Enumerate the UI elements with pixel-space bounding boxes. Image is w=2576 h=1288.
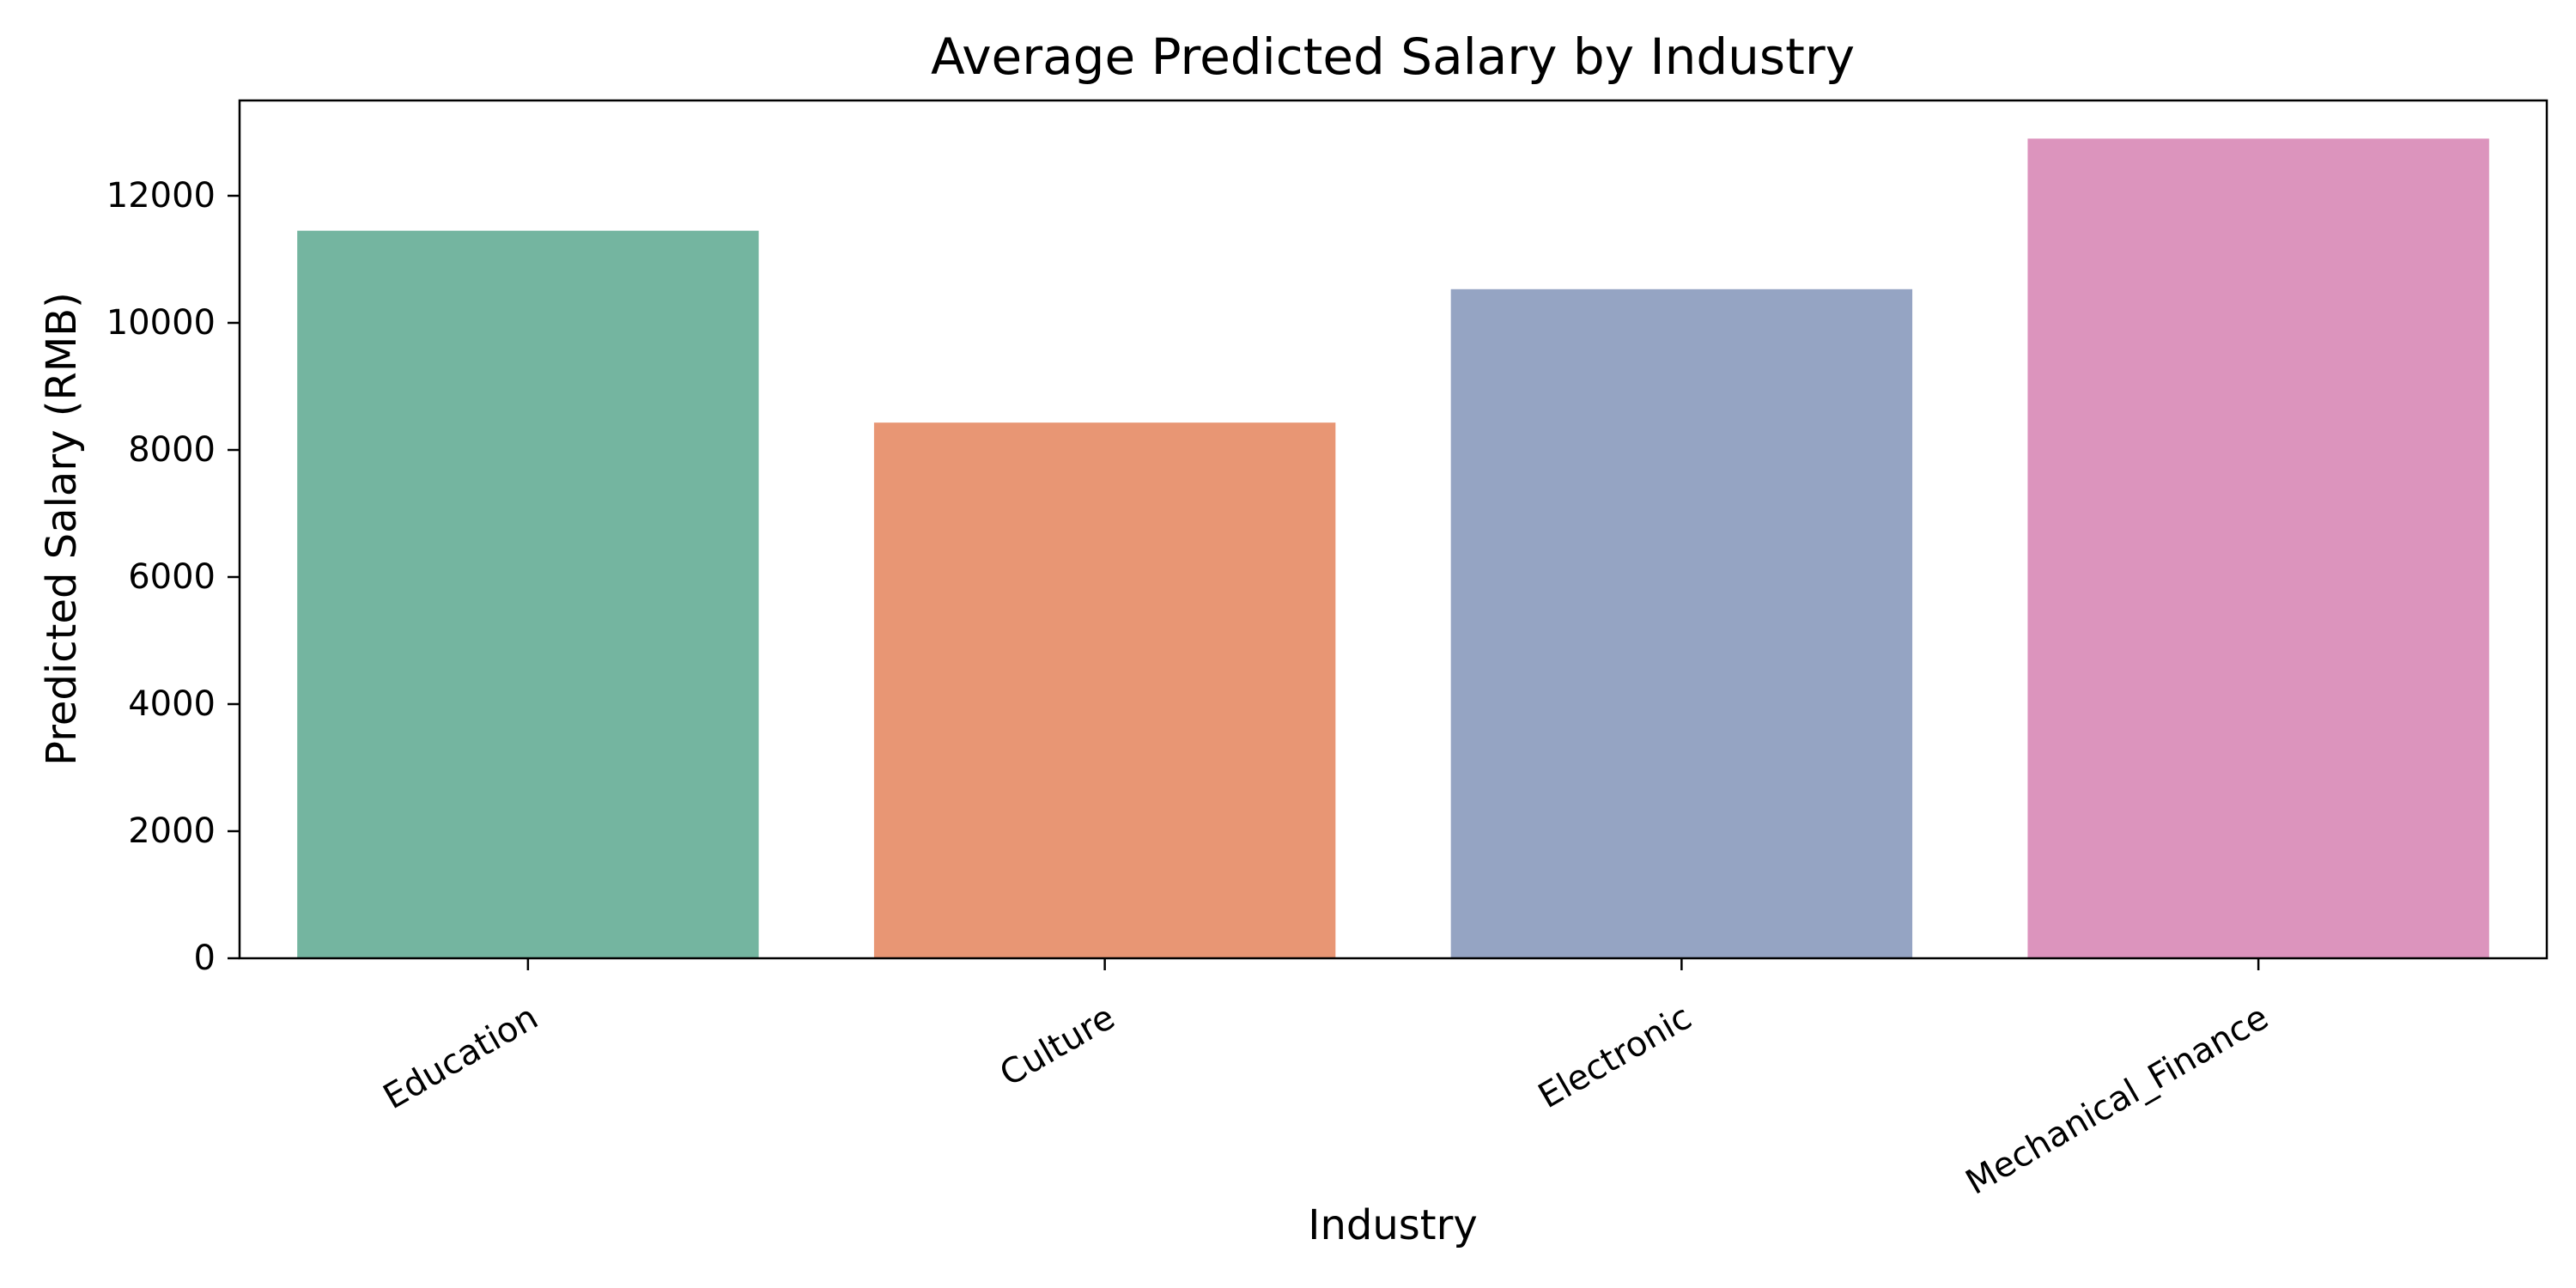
- y-tick-label: 8000: [128, 430, 216, 470]
- chart-title: Average Predicted Salary by Industry: [931, 27, 1855, 86]
- y-tick-label: 4000: [128, 684, 216, 724]
- y-tick-label: 2000: [128, 811, 216, 851]
- y-tick-label: 6000: [128, 557, 216, 597]
- plot-frame: [238, 99, 2549, 960]
- bar-mechanical-finance: [2027, 138, 2489, 958]
- y-axis-label: Predicted Salary (RMB): [38, 292, 86, 766]
- y-axis: 0 2000 4000 6000 8000 10000 12000: [106, 176, 240, 978]
- y-tick-label: 10000: [106, 303, 216, 343]
- bars-group: [297, 138, 2489, 958]
- bar-education: [297, 230, 759, 958]
- x-axis-label: Industry: [1308, 1201, 1477, 1249]
- bar-electronic: [1450, 289, 1913, 958]
- y-tick-label: 12000: [106, 176, 216, 216]
- y-tick-label: 0: [194, 939, 216, 978]
- bar-culture: [873, 422, 1336, 958]
